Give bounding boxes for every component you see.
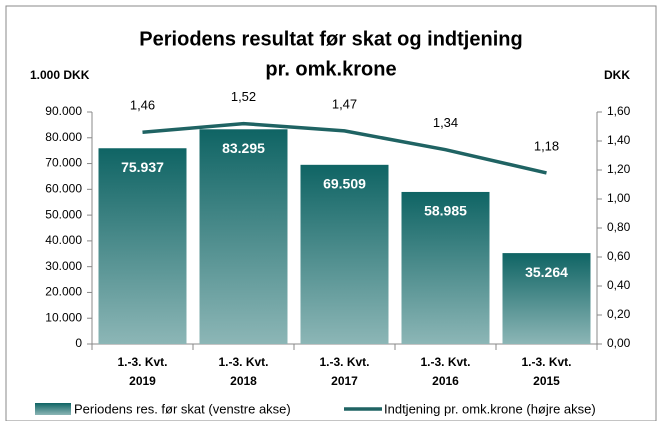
- y-tick-label: 30.000: [45, 259, 82, 273]
- y-tick-label: 40.000: [45, 233, 82, 247]
- y2-tick-label: 0,20: [607, 307, 631, 321]
- chart-title: pr. omk.krone: [265, 58, 396, 80]
- bar-value-label: 83.295: [222, 140, 265, 156]
- legend-label: Indtjening pr. omk.krone (højre akse): [384, 401, 596, 416]
- frame: [5, 5, 657, 421]
- legend-swatch: [35, 403, 71, 415]
- bar-value-label: 75.937: [121, 159, 164, 175]
- y2-tick-label: 1,60: [607, 104, 631, 118]
- y2-tick-label: 0,40: [607, 278, 631, 292]
- x-tick-label: 1.-3. Kvt. 2017: [319, 355, 370, 388]
- x-tick-label: 1.-3. Kvt. 2016: [420, 355, 471, 388]
- y-tick-label: 10.000: [45, 310, 82, 324]
- y2-tick-label: 1,20: [607, 162, 631, 176]
- y-tick-label: 20.000: [45, 285, 82, 299]
- x-tick-label: 1.-3. Kvt. 2019: [117, 355, 168, 388]
- line-value-label: 1,34: [433, 115, 458, 130]
- bar: [199, 129, 288, 344]
- y-tick-label: 0: [75, 336, 82, 350]
- bar: [300, 164, 389, 344]
- y2-tick-label: 0,00: [607, 336, 631, 350]
- bar-value-label: 58.985: [424, 203, 467, 219]
- y-tick-label: 90.000: [45, 104, 82, 118]
- line-value-label: 1,18: [534, 138, 559, 153]
- x-tick-label: 1.-3. Kvt. 2015: [521, 355, 572, 388]
- y2-tick-label: 1,00: [607, 191, 631, 205]
- y-tick-label: 70.000: [45, 156, 82, 170]
- line-value-label: 1,52: [231, 89, 256, 104]
- y-tick-label: 50.000: [45, 207, 82, 221]
- legend-label: Periodens res. før skat (venstre akse): [74, 401, 291, 416]
- y-axis-label: 1.000 DKK: [30, 68, 90, 82]
- y2-tick-label: 0,60: [607, 249, 631, 263]
- chart-title: Periodens resultat før skat og indtjenin…: [139, 28, 522, 50]
- y-tick-label: 80.000: [45, 130, 82, 144]
- bar: [502, 253, 591, 344]
- bar: [401, 191, 490, 344]
- y-tick-label: 60.000: [45, 182, 82, 196]
- line: [142, 121, 547, 175]
- line-value-label: 1,46: [130, 98, 155, 113]
- line-value-label: 1,47: [332, 96, 357, 111]
- bar-value-label: 35.264: [525, 264, 568, 280]
- x-tick-label: 1.-3. Kvt. 2018: [218, 355, 269, 388]
- y2-axis-label: DKK: [604, 68, 630, 82]
- y2-tick-label: 0,80: [607, 220, 631, 234]
- bar: [98, 148, 187, 344]
- y2-tick-label: 1,40: [607, 133, 631, 147]
- bar-value-label: 69.509: [323, 176, 366, 192]
